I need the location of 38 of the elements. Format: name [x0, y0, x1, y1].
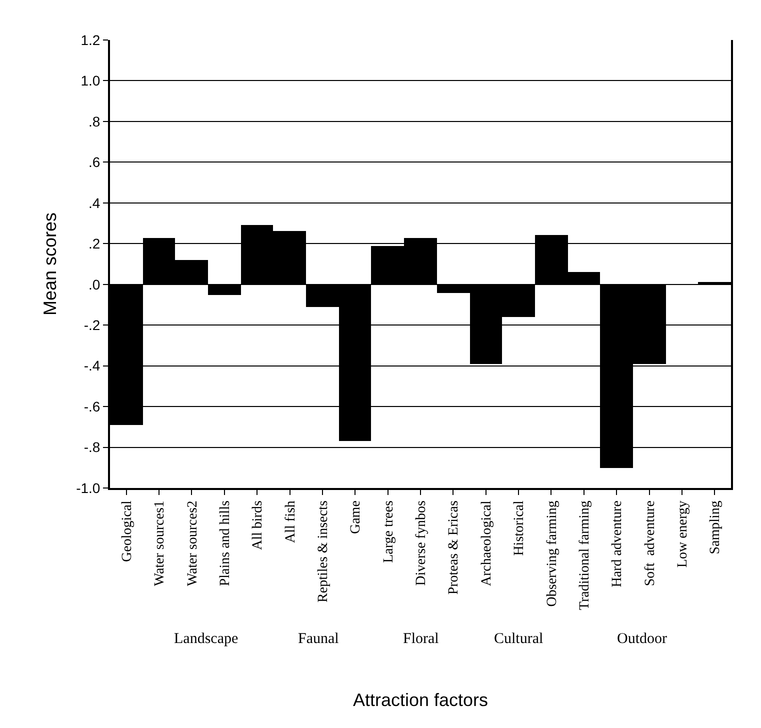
x-tick-label: Observing farming	[544, 500, 560, 607]
y-tick-label: -.6	[84, 398, 100, 414]
text: Floral	[403, 631, 439, 647]
text: Landscape	[174, 631, 238, 647]
x-tick-label: Water sources2	[185, 500, 200, 586]
x-tick-label: Plains and hills	[218, 500, 233, 586]
x-tick-label: All birds	[250, 500, 266, 550]
x-tick-label: Hard adventure	[610, 500, 626, 588]
y-tick-label: .2	[88, 236, 100, 252]
x-tick-label: Archaeological	[479, 500, 494, 586]
x-tick-label: All fish	[283, 500, 298, 543]
x-tick-label: Historical	[512, 500, 528, 556]
y-tick-label: 1.2	[80, 32, 100, 48]
x-tick-label: Traditional farming	[577, 500, 592, 610]
x-tick-label: Geological	[120, 500, 135, 562]
text: Cultural	[494, 631, 544, 647]
y-axis-title: Mean scores	[40, 212, 60, 316]
x-tick-label: Game	[348, 500, 364, 534]
x-tick-label: Proteas & Ericas	[446, 500, 462, 595]
x-tick-label: Diverse fynbos	[414, 500, 430, 586]
x-tick-label: Large trees	[381, 500, 396, 563]
y-tick-label: -.4	[84, 358, 100, 374]
x-tick-label: Low energy	[676, 500, 691, 568]
x-tick-label: Sampling	[708, 500, 724, 554]
y-tick-label: .0	[88, 276, 100, 292]
y-tick-label: -.8	[84, 439, 100, 456]
text: Faunal	[298, 631, 339, 647]
y-tick-label: -.2	[84, 316, 100, 333]
x-tick-label: Water sources1	[152, 500, 168, 586]
y-tick-label: .8	[88, 113, 100, 130]
y-tick-label: .4	[88, 194, 100, 211]
text: Outdoor	[617, 631, 667, 647]
x-axis-title: Attraction factors	[353, 690, 488, 710]
y-tick-label: .6	[88, 154, 100, 170]
y-tick-label: 1.0	[80, 72, 100, 89]
y-tick-label: -1.0	[76, 480, 100, 496]
x-tick-label: Soft adventure	[642, 500, 658, 586]
x-tick-label: Reptiles & insects	[316, 500, 331, 602]
